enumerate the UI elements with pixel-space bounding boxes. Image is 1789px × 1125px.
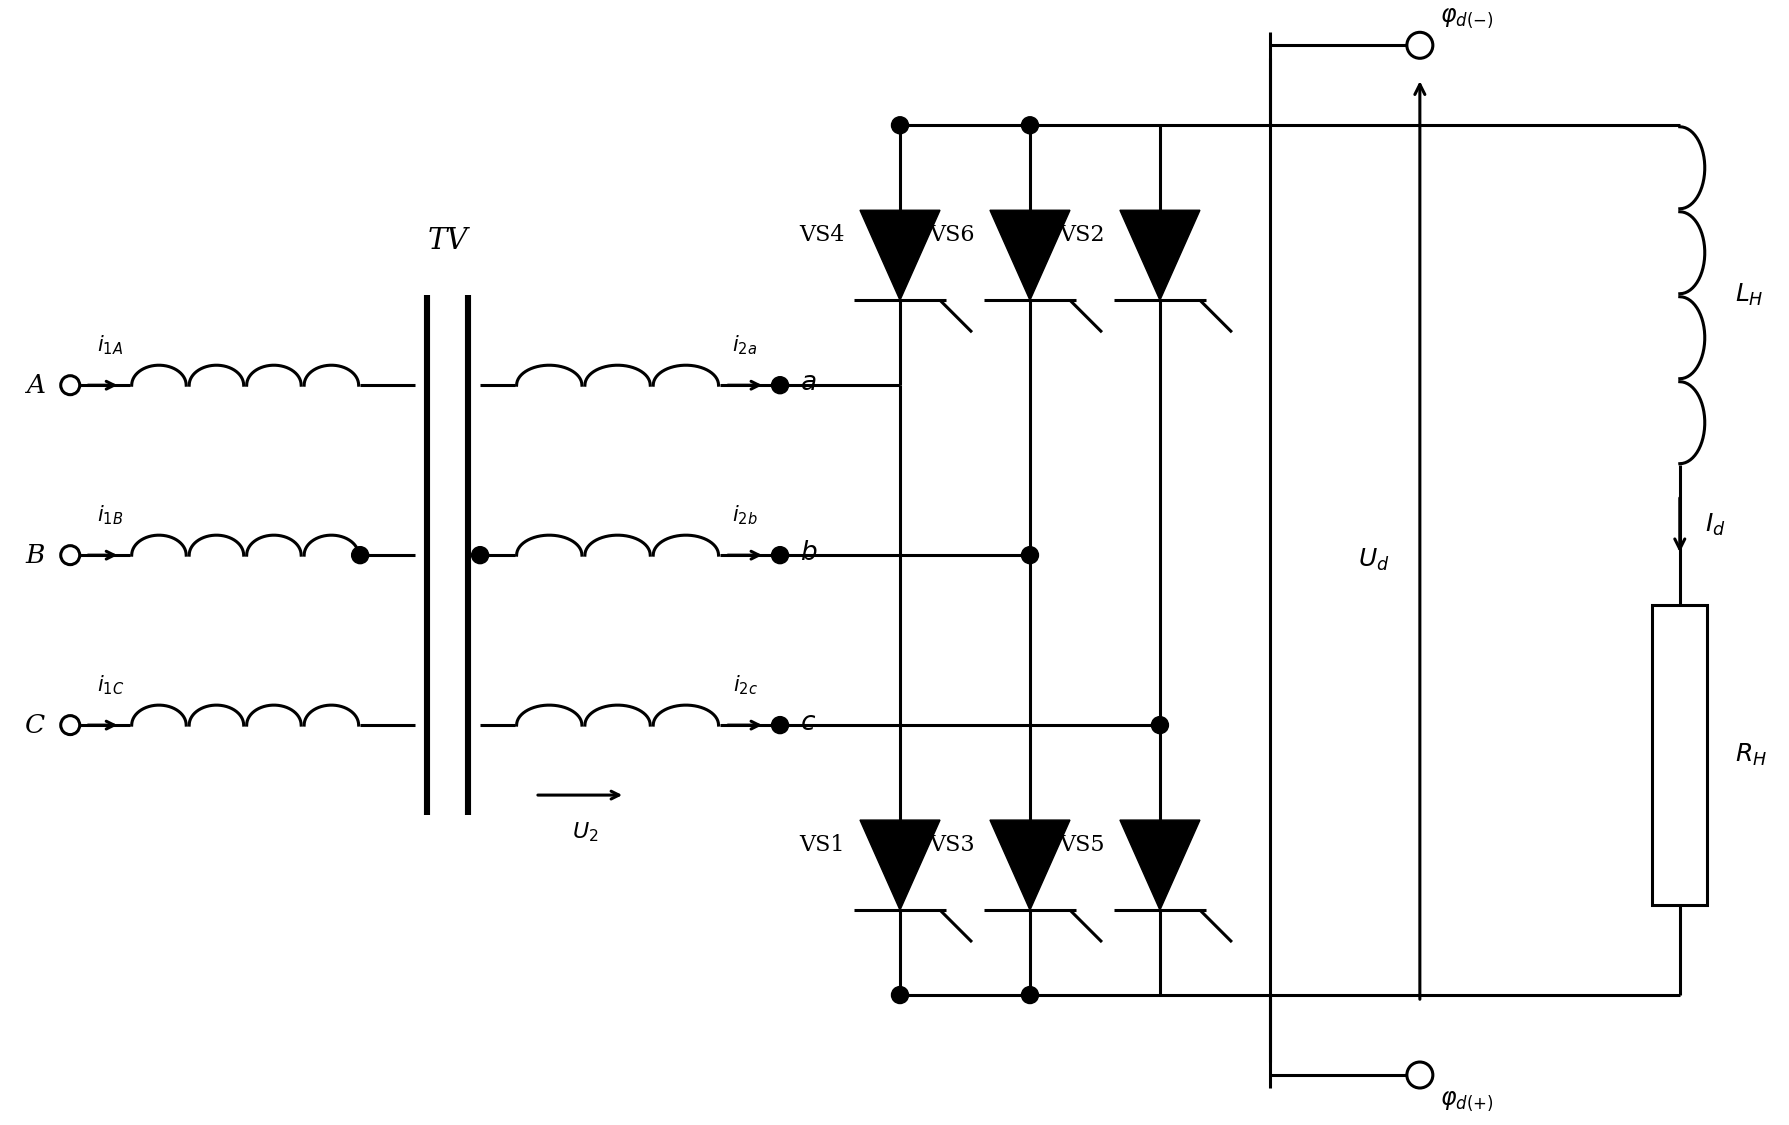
Polygon shape (989, 820, 1070, 910)
Text: TV: TV (428, 227, 467, 255)
Text: $c$: $c$ (800, 710, 816, 735)
Text: C: C (25, 712, 45, 738)
Circle shape (1150, 717, 1168, 734)
Text: VS4: VS4 (800, 224, 844, 246)
Polygon shape (989, 210, 1070, 300)
Text: VS6: VS6 (928, 224, 975, 246)
Text: $i_{2a}$: $i_{2a}$ (732, 334, 757, 358)
Circle shape (891, 117, 909, 134)
Circle shape (891, 987, 909, 1004)
Circle shape (1406, 33, 1431, 58)
Text: $R_H$: $R_H$ (1734, 742, 1766, 768)
Circle shape (61, 716, 81, 735)
Text: $U_d$: $U_d$ (1358, 547, 1388, 574)
Circle shape (1022, 987, 1038, 1004)
Circle shape (471, 547, 488, 564)
Text: $b$: $b$ (800, 540, 818, 565)
Circle shape (61, 376, 81, 395)
Text: $\varphi_{d(+)}$: $\varphi_{d(+)}$ (1438, 1090, 1492, 1114)
Text: $U_2$: $U_2$ (571, 820, 598, 844)
Text: $\varphi_{d(-)}$: $\varphi_{d(-)}$ (1438, 7, 1492, 30)
Circle shape (351, 547, 369, 564)
Polygon shape (859, 210, 939, 300)
Text: $i_{2c}$: $i_{2c}$ (732, 674, 757, 698)
Bar (1651, 605, 1707, 904)
Text: VS3: VS3 (928, 834, 975, 856)
Text: $a$: $a$ (800, 370, 816, 395)
Circle shape (1022, 547, 1038, 564)
Text: $i_{1C}$: $i_{1C}$ (97, 674, 123, 698)
Text: $i_{2b}$: $i_{2b}$ (732, 504, 757, 528)
Text: $L_H$: $L_H$ (1734, 282, 1762, 308)
Text: $i_{1B}$: $i_{1B}$ (97, 504, 123, 528)
Circle shape (771, 377, 789, 394)
Circle shape (771, 717, 789, 734)
Text: VS2: VS2 (1059, 224, 1104, 246)
Circle shape (1406, 1062, 1431, 1088)
Text: A: A (27, 372, 45, 398)
Polygon shape (1120, 820, 1199, 910)
Circle shape (771, 547, 789, 564)
Text: VS1: VS1 (800, 834, 844, 856)
Circle shape (61, 546, 81, 565)
Text: $i_{1A}$: $i_{1A}$ (97, 334, 123, 358)
Text: B: B (25, 542, 45, 568)
Text: $I_d$: $I_d$ (1703, 512, 1725, 538)
Circle shape (1022, 117, 1038, 134)
Text: VS5: VS5 (1059, 834, 1104, 856)
Polygon shape (859, 820, 939, 910)
Polygon shape (1120, 210, 1199, 300)
